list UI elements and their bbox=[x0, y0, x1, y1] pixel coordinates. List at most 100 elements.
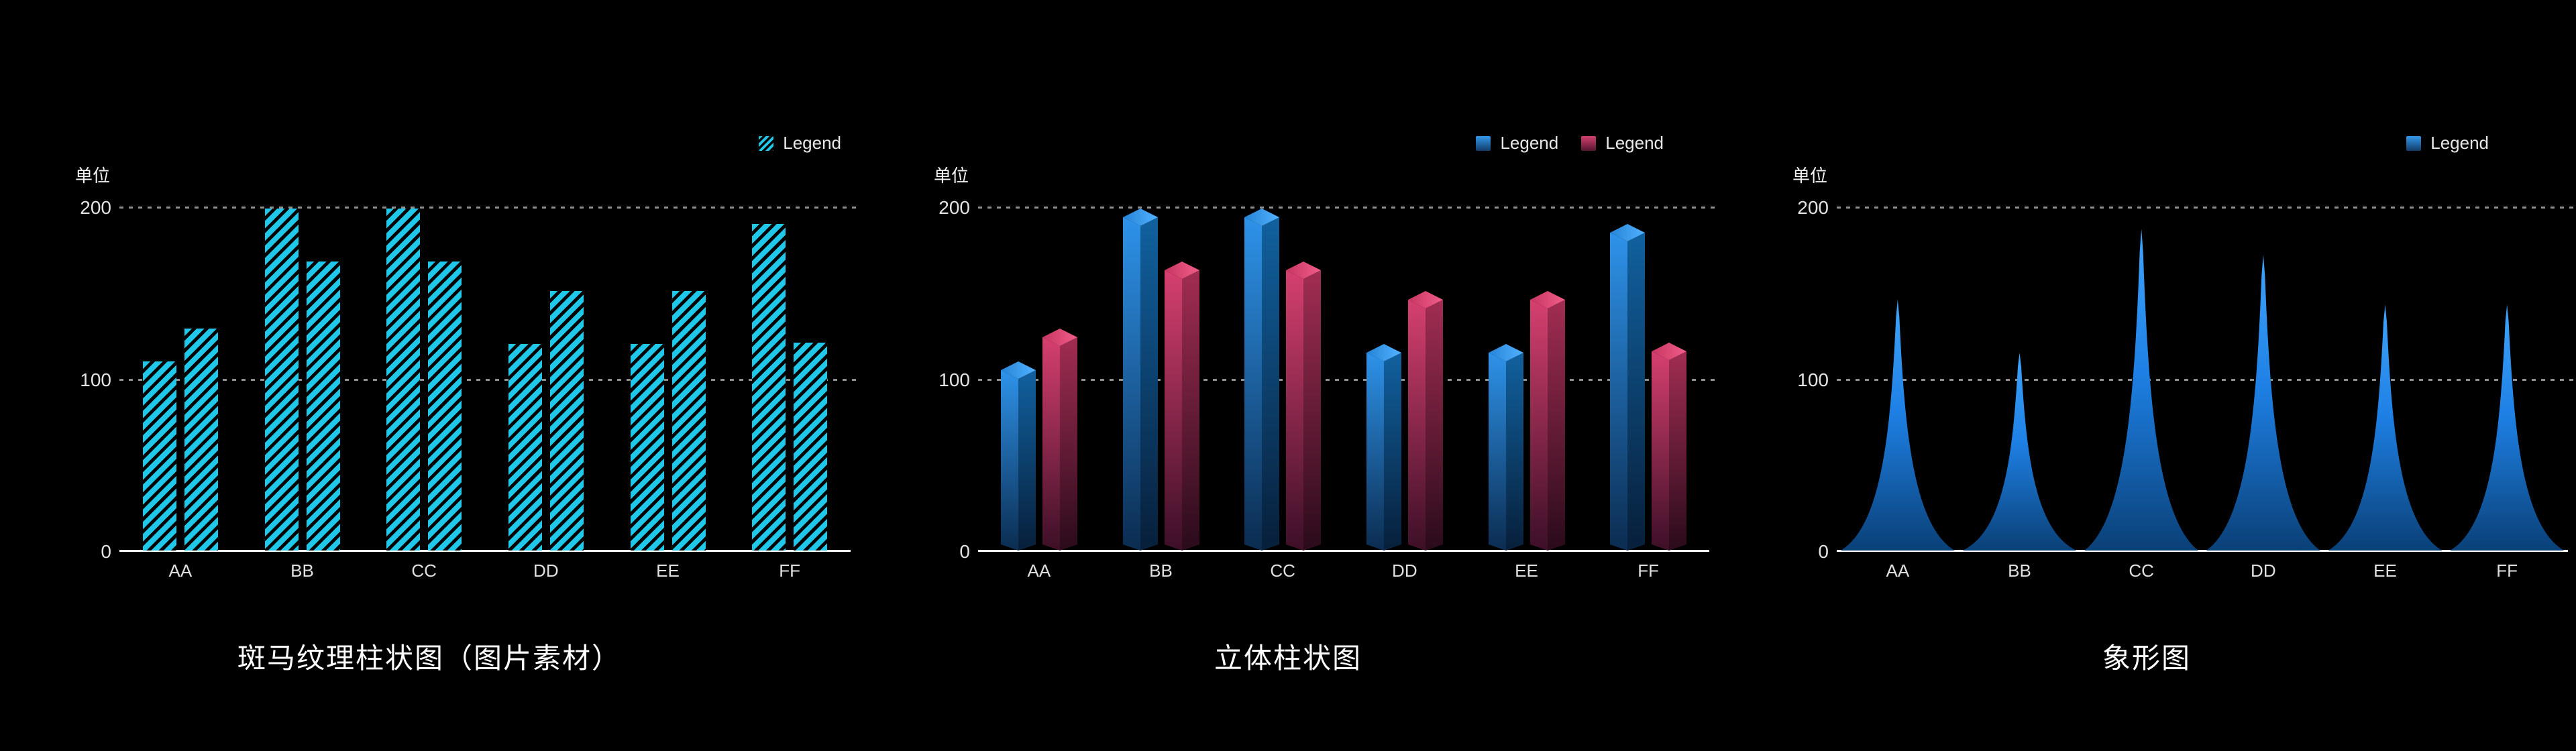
bar-face-cap bbox=[1164, 262, 1199, 279]
zebra-bar-ff-s2[interactable] bbox=[794, 343, 828, 551]
x-axis-category-label: CC bbox=[1270, 561, 1295, 581]
bar-face-left bbox=[1610, 233, 1628, 551]
blue-legend-swatch bbox=[1476, 135, 1491, 151]
x-axis-category-label: BB bbox=[1149, 561, 1173, 581]
bar-face-right bbox=[1669, 351, 1687, 551]
x-axis-category-label: EE bbox=[1515, 561, 1538, 581]
zebra-bar-ee-s2[interactable] bbox=[672, 291, 706, 551]
chart-title: 象形图 bbox=[2102, 642, 2191, 674]
chart-panel-3d-bar: Legend Legend 单位 立体柱状图 0 100 200 AA BB CC DD EE F… bbox=[859, 0, 1717, 751]
x-axis-line bbox=[1837, 550, 2568, 552]
bar-face-left bbox=[1366, 353, 1384, 551]
bar-face-right bbox=[1505, 353, 1523, 551]
spike-ee[interactable] bbox=[2328, 304, 2443, 551]
plot-area bbox=[119, 181, 857, 552]
zebra-bar-bb-s2[interactable] bbox=[306, 262, 340, 551]
zebra-bar-dd-s2[interactable] bbox=[549, 291, 584, 551]
bar-face-left bbox=[1652, 351, 1670, 551]
y-axis-tick-label: 100 bbox=[80, 369, 111, 390]
bar-face-right bbox=[1059, 337, 1077, 551]
bar-face-cap bbox=[1244, 209, 1280, 226]
zebra-bar-dd-s1[interactable] bbox=[508, 344, 542, 551]
chart-panel-zebra-bar: Legend 单位 斑马纹理柱状图（图片素材） 0 100 200 AA BB CC DD E… bbox=[0, 0, 859, 751]
bar-face-left bbox=[1164, 270, 1182, 551]
x-axis-category-label: EE bbox=[656, 561, 680, 581]
zebra-bar-ee-s1[interactable] bbox=[630, 344, 664, 551]
spike-aa[interactable] bbox=[1840, 299, 1955, 551]
3d-bar-bb-s1[interactable] bbox=[1122, 209, 1158, 551]
3d-bar-cc-s2[interactable] bbox=[1286, 262, 1322, 551]
x-axis-category-label: EE bbox=[2373, 561, 2397, 581]
legend-item[interactable]: Legend bbox=[1581, 133, 1664, 154]
zebra-bar-aa-s1[interactable] bbox=[142, 361, 176, 551]
legend-label: Legend bbox=[1605, 133, 1664, 153]
bar-face-left bbox=[1286, 270, 1304, 551]
bar-face-cap bbox=[1286, 262, 1322, 279]
3d-bar-bb-s2[interactable] bbox=[1164, 262, 1199, 551]
bar-face-left bbox=[1244, 217, 1263, 551]
spike-ff[interactable] bbox=[2450, 304, 2565, 551]
bar-face-cap bbox=[1000, 361, 1036, 379]
3d-bar-dd-s1[interactable] bbox=[1366, 344, 1401, 551]
y-axis-unit-label: 单位 bbox=[1792, 166, 1828, 186]
bar-face-cap bbox=[1042, 329, 1077, 346]
bar-face-cap bbox=[1366, 344, 1401, 361]
bar-face-right bbox=[1627, 233, 1646, 551]
zebra-bar-aa-s2[interactable] bbox=[184, 329, 218, 551]
plot-area bbox=[1837, 181, 2575, 552]
bar-face-cap bbox=[1488, 344, 1523, 361]
3d-bar-ff-s1[interactable] bbox=[1610, 224, 1646, 551]
bar-face-right bbox=[1425, 300, 1443, 551]
x-axis-category-label: CC bbox=[2129, 561, 2154, 581]
x-axis-category-label: FF bbox=[1638, 561, 1660, 581]
3d-bar-aa-s1[interactable] bbox=[1000, 361, 1036, 551]
spike-bb[interactable] bbox=[1962, 353, 2077, 551]
gridline bbox=[978, 378, 1716, 381]
x-axis-line bbox=[119, 550, 851, 552]
bar-face-cap bbox=[1529, 291, 1565, 308]
gridline bbox=[119, 207, 857, 209]
legend: Legend bbox=[759, 133, 841, 154]
x-axis-category-label: CC bbox=[411, 561, 437, 581]
x-axis-category-label: DD bbox=[1392, 561, 1417, 581]
3d-bar-cc-s1[interactable] bbox=[1244, 209, 1280, 551]
y-axis-tick-label: 0 bbox=[101, 541, 111, 562]
legend-label: Legend bbox=[2430, 133, 2489, 153]
x-axis-category-label: FF bbox=[2496, 561, 2518, 581]
zebra-bar-cc-s1[interactable] bbox=[386, 209, 421, 551]
zebra-bar-bb-s1[interactable] bbox=[264, 209, 299, 551]
3d-bar-ff-s2[interactable] bbox=[1652, 343, 1687, 551]
x-axis-category-label: AA bbox=[1886, 561, 1910, 581]
bar-face-right bbox=[1262, 217, 1280, 551]
chart-title: 斑马纹理柱状图（图片素材） bbox=[237, 642, 621, 674]
bar-face-cap bbox=[1122, 209, 1158, 226]
bar-face-left bbox=[1042, 337, 1060, 551]
x-axis-category-label: BB bbox=[290, 561, 314, 581]
bar-face-right bbox=[1383, 353, 1401, 551]
spike-dd[interactable] bbox=[2206, 254, 2320, 551]
x-axis-category-label: FF bbox=[779, 561, 801, 581]
legend-label: Legend bbox=[783, 133, 841, 153]
legend-item[interactable]: Legend bbox=[759, 133, 841, 154]
gridline bbox=[119, 378, 857, 381]
y-axis-unit-label: 单位 bbox=[75, 166, 111, 186]
y-axis-tick-label: 100 bbox=[1797, 369, 1829, 390]
3d-bar-ee-s2[interactable] bbox=[1529, 291, 1565, 551]
zebra-bar-ff-s1[interactable] bbox=[752, 224, 786, 551]
3d-bar-dd-s2[interactable] bbox=[1407, 291, 1443, 551]
legend-item[interactable]: Legend bbox=[1476, 133, 1558, 154]
spike-cc[interactable] bbox=[2084, 229, 2199, 551]
y-axis-tick-label: 200 bbox=[1797, 197, 1829, 218]
legend-item[interactable]: Legend bbox=[2406, 133, 2489, 154]
y-axis-tick-label: 200 bbox=[80, 197, 111, 218]
x-axis-category-label: BB bbox=[2008, 561, 2031, 581]
x-axis-category-label: AA bbox=[168, 561, 193, 581]
legend: Legend Legend bbox=[1476, 133, 1664, 154]
3d-bar-ee-s1[interactable] bbox=[1488, 344, 1523, 551]
zebra-bar-cc-s2[interactable] bbox=[428, 262, 462, 551]
3d-bar-aa-s2[interactable] bbox=[1042, 329, 1077, 551]
gridline bbox=[978, 207, 1716, 209]
x-axis-category-label: AA bbox=[1027, 561, 1051, 581]
plot-area bbox=[978, 181, 1716, 552]
y-axis-tick-label: 0 bbox=[959, 541, 970, 562]
